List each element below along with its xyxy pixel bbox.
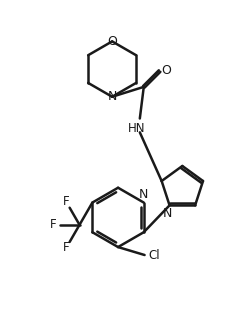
- Text: HN: HN: [128, 122, 146, 135]
- Text: N: N: [163, 207, 172, 220]
- Text: F: F: [63, 195, 69, 208]
- Text: O: O: [162, 64, 171, 76]
- Text: N: N: [107, 90, 117, 103]
- Text: F: F: [50, 218, 56, 231]
- Text: O: O: [107, 35, 117, 48]
- Text: N: N: [139, 188, 149, 201]
- Text: F: F: [63, 241, 69, 255]
- Text: Cl: Cl: [149, 249, 160, 261]
